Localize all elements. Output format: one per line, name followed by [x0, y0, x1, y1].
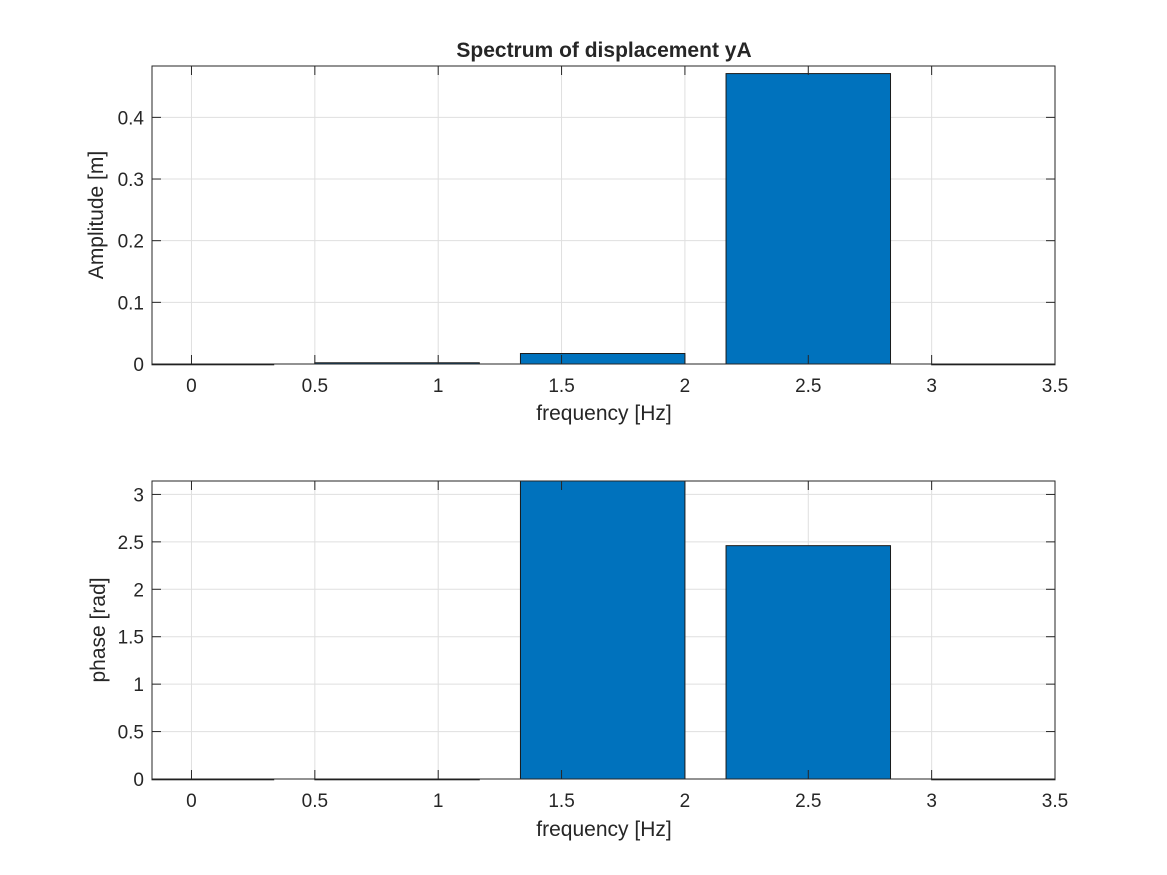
axes-background [152, 66, 1055, 364]
x-tick-label: 0 [186, 791, 197, 812]
y-tick-label: 1 [133, 675, 144, 696]
x-axis-label: frequency [Hz] [536, 402, 671, 425]
chart-title: Spectrum of displacement yA [456, 39, 751, 62]
x-tick-label: 0.5 [302, 791, 328, 812]
y-tick-label: 0.2 [118, 232, 144, 253]
y-tick-label: 2.5 [118, 533, 144, 554]
plot-area: 0 0.5 1 1.5 2 2.5 3 3.5 0 0.5 1 1.5 2 2.5 3 [118, 480, 1068, 812]
y-axis-label: Amplitude [m] [85, 151, 108, 279]
x-tick-label: 3 [926, 376, 937, 397]
y-tick-label: 0 [133, 770, 144, 791]
y-tick-label: 0.1 [118, 293, 144, 314]
y-tick-label: 0.3 [118, 170, 144, 191]
x-tick-label: 1.5 [548, 791, 574, 812]
y-tick-label: 2 [133, 580, 144, 601]
x-tick-label: 1 [433, 791, 444, 812]
x-tick-label: 3.5 [1042, 791, 1068, 812]
axes-box [151, 480, 1056, 780]
x-tick-label: 0 [186, 376, 197, 397]
x-tick-label: 2.5 [795, 376, 821, 397]
y-tick-label: 0.4 [118, 108, 145, 129]
y-tick-label: 0 [133, 355, 144, 376]
bar [519, 480, 686, 780]
x-tick-label: 1 [433, 376, 444, 397]
y-tick-label: 1.5 [118, 628, 144, 649]
x-tick-label: 2.5 [795, 791, 821, 812]
y-tick-label: 3 [133, 485, 144, 506]
amplitude-spectrum-plot: 0 0.5 1 1.5 2 2.5 3 3.5 0 0.1 0.2 0.3 0.4 Spectrum o… [85, 39, 1068, 425]
x-tick-label: 3.5 [1042, 376, 1068, 397]
phase-spectrum-plot: 0 0.5 1 1.5 2 2.5 3 3.5 0 0.5 1 1.5 2 2.5 3 frequency … [87, 480, 1068, 841]
x-tick-label: 1.5 [548, 376, 574, 397]
bar [519, 353, 686, 365]
x-tick-label: 0.5 [302, 376, 328, 397]
bar [725, 73, 892, 365]
y-axis-label: phase [rad] [87, 577, 110, 682]
x-tick-label: 2 [680, 791, 691, 812]
plot-area: 0 0.5 1 1.5 2 2.5 3 3.5 0 0.1 0.2 0.3 0.4 [118, 65, 1068, 397]
bar [725, 545, 892, 780]
y-tick-label: 0.5 [118, 723, 144, 744]
x-tick-label: 3 [926, 791, 937, 812]
x-axis-label: frequency [Hz] [536, 818, 671, 841]
axes-box [151, 65, 1056, 365]
x-tick-label: 2 [680, 376, 691, 397]
